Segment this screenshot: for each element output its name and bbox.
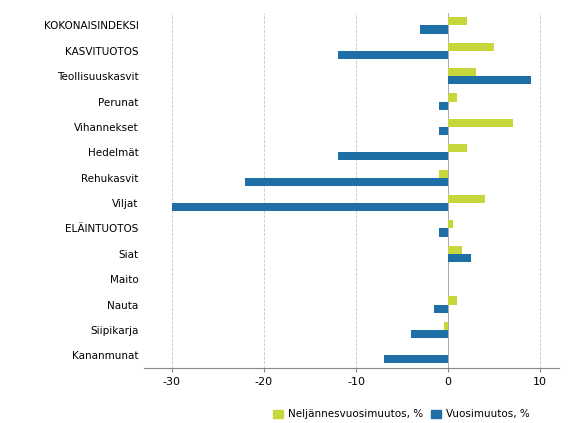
Bar bbox=[448, 246, 462, 254]
Bar bbox=[448, 144, 467, 152]
Bar bbox=[338, 51, 448, 59]
Bar bbox=[420, 25, 448, 33]
Bar bbox=[338, 152, 448, 160]
Bar bbox=[448, 195, 485, 203]
Bar bbox=[448, 93, 457, 102]
Bar bbox=[448, 68, 476, 76]
Bar bbox=[448, 17, 467, 25]
Bar bbox=[448, 76, 531, 84]
Bar bbox=[439, 170, 448, 178]
Bar bbox=[172, 203, 448, 211]
Bar bbox=[411, 330, 448, 338]
Bar bbox=[384, 355, 448, 363]
Bar bbox=[439, 102, 448, 110]
Bar bbox=[245, 178, 448, 186]
Bar bbox=[448, 43, 494, 51]
Bar bbox=[444, 322, 448, 330]
Bar bbox=[448, 297, 457, 305]
Bar bbox=[439, 228, 448, 236]
Bar bbox=[439, 127, 448, 135]
Legend: Neljännesvuosimuutos, %, Vuosimuutos, %: Neljännesvuosimuutos, %, Vuosimuutos, % bbox=[269, 405, 533, 423]
Bar bbox=[448, 119, 513, 127]
Bar bbox=[448, 254, 471, 262]
Bar bbox=[434, 305, 448, 313]
Bar bbox=[448, 220, 453, 228]
